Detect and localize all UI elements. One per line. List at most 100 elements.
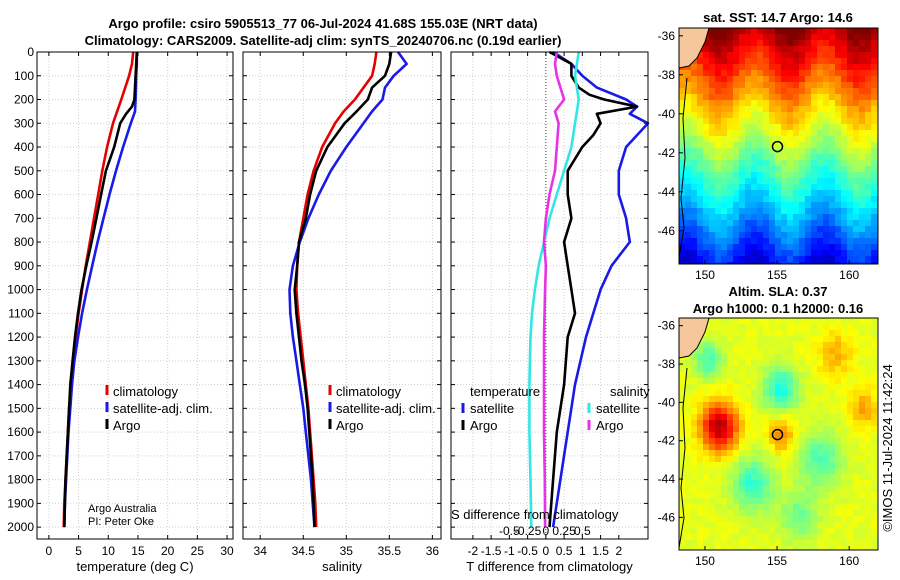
heatmap-cell	[727, 456, 734, 463]
heatmap-cell	[865, 444, 872, 451]
heatmap-cell	[835, 238, 842, 245]
heatmap-cell	[745, 220, 752, 227]
heatmap-cell	[841, 408, 848, 415]
heatmap-cell	[775, 130, 782, 137]
heatmap-cell	[703, 88, 710, 95]
heatmap-cell	[871, 534, 878, 541]
heatmap-cell	[847, 88, 854, 95]
heatmap-cell	[793, 220, 800, 227]
heatmap-cell	[829, 148, 836, 155]
heatmap-cell	[751, 540, 758, 547]
heatmap-cell	[697, 354, 704, 361]
heatmap-cell	[769, 378, 776, 385]
heatmap-cell	[823, 250, 830, 257]
heatmap-cell	[679, 70, 686, 77]
heatmap-cell	[757, 414, 764, 421]
heatmap-cell	[853, 336, 860, 343]
heatmap-cell	[745, 420, 752, 427]
heatmap-cell	[787, 456, 794, 463]
heatmap-cell	[733, 82, 740, 89]
heatmap-cell	[823, 136, 830, 143]
heatmap-cell	[805, 450, 812, 457]
heatmap-cell	[733, 372, 740, 379]
heatmap-cell	[703, 378, 710, 385]
heatmap-cell	[733, 480, 740, 487]
heatmap-cell	[721, 522, 728, 529]
heatmap-cell	[793, 354, 800, 361]
heatmap-cell	[847, 70, 854, 77]
heatmap-cell	[865, 504, 872, 511]
heatmap-cell	[757, 420, 764, 427]
heatmap-cell	[691, 172, 698, 179]
heatmap-cell	[715, 262, 722, 265]
heatmap-cell	[751, 172, 758, 179]
heatmap-cell	[859, 456, 866, 463]
heatmap-cell	[739, 450, 746, 457]
heatmap-cell	[853, 318, 860, 325]
series-line-argo	[293, 51, 393, 528]
heatmap-cell	[859, 226, 866, 233]
heatmap-cell	[757, 450, 764, 457]
heatmap-cell	[859, 444, 866, 451]
heatmap-cell	[721, 486, 728, 493]
heatmap-cell	[817, 390, 824, 397]
heatmap-cell	[835, 420, 842, 427]
heatmap-cell	[841, 88, 848, 95]
heatmap-cell	[715, 324, 722, 331]
heatmap-cell	[739, 384, 746, 391]
heatmap-cell	[859, 462, 866, 469]
heatmap-cell	[751, 154, 758, 161]
heatmap-cell	[871, 46, 878, 53]
heatmap-cell	[769, 220, 776, 227]
heatmap-cell	[793, 106, 800, 113]
heatmap-cell	[781, 58, 788, 65]
heatmap-cell	[775, 76, 782, 83]
heatmap-cell	[847, 244, 854, 251]
heatmap-cell	[697, 190, 704, 197]
heatmap-cell	[847, 396, 854, 403]
heatmap-cell	[799, 432, 806, 439]
heatmap-cell	[823, 366, 830, 373]
heatmap-cell	[739, 444, 746, 451]
heatmap-cell	[715, 456, 722, 463]
lon-tick-label: 155	[767, 268, 787, 282]
heatmap-cell	[751, 160, 758, 167]
heatmap-cell	[793, 118, 800, 125]
heatmap-cell	[769, 420, 776, 427]
heatmap-cell	[835, 318, 842, 325]
credit-line-2: PI: Peter Oke	[88, 516, 154, 528]
heatmap-cell	[691, 178, 698, 185]
heatmap-cell	[679, 136, 686, 143]
heatmap-cell	[763, 414, 770, 421]
x-tick-label: 0	[543, 544, 550, 558]
heatmap-cell	[769, 82, 776, 89]
heatmap-cell	[847, 390, 854, 397]
heatmap-cell	[703, 76, 710, 83]
heatmap-cell	[721, 336, 728, 343]
heatmap-cell	[781, 342, 788, 349]
heatmap-cell	[871, 384, 878, 391]
heatmap-cell	[805, 28, 812, 35]
heatmap-cell	[685, 432, 692, 439]
heatmap-cell	[793, 438, 800, 445]
heatmap-cell	[799, 136, 806, 143]
heatmap-cell	[679, 372, 686, 379]
heatmap-cell	[847, 522, 854, 529]
heatmap-cell	[739, 232, 746, 239]
heatmap-cell	[871, 444, 878, 451]
heatmap-cell	[799, 348, 806, 355]
heatmap-cell	[757, 94, 764, 101]
heatmap-cell	[745, 546, 752, 551]
heatmap-cell	[811, 202, 818, 209]
heatmap-cell	[763, 498, 770, 505]
heatmap-cell	[769, 190, 776, 197]
heatmap-cell	[739, 498, 746, 505]
heatmap-cell	[775, 336, 782, 343]
heatmap-cell	[811, 220, 818, 227]
heatmap-cell	[745, 444, 752, 451]
heatmap-cell	[847, 438, 854, 445]
heatmap-cell	[763, 94, 770, 101]
heatmap-cell	[679, 118, 686, 125]
heatmap-cell	[835, 414, 842, 421]
heatmap-cell	[691, 498, 698, 505]
